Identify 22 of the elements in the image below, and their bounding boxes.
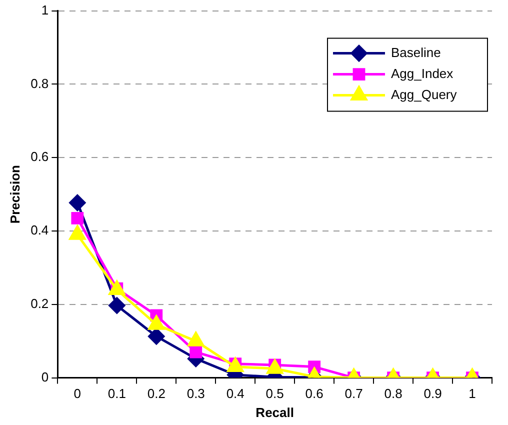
- x-tick-label: 0.1: [108, 386, 126, 402]
- y-tick-label: 1: [41, 2, 49, 18]
- y-tick-label: 0.4: [30, 222, 49, 238]
- x-tick-label: 0.6: [305, 386, 324, 402]
- y-tick-label: 0.2: [30, 296, 49, 311]
- x-tick-label: 1: [468, 386, 476, 402]
- x-tick-label: 0: [74, 386, 82, 402]
- y-tick-label: 0.6: [30, 149, 49, 164]
- y-tick-label: 0: [41, 369, 49, 384]
- legend-label: Baseline: [391, 44, 441, 60]
- x-tick-label: 0.3: [186, 386, 205, 402]
- x-tick-label: 0.9: [424, 386, 442, 402]
- x-tick-label: 0.2: [147, 386, 166, 402]
- x-tick-label: 0.8: [384, 386, 402, 402]
- legend-label: Agg_Index: [391, 66, 454, 81]
- y-axis-title: Precision: [7, 164, 22, 224]
- x-tick-label: 0.7: [344, 386, 363, 402]
- y-tick-label: 0.8: [30, 76, 49, 91]
- x-tick-label: 0.4: [226, 386, 244, 402]
- x-axis-title: Recall: [256, 404, 294, 420]
- legend-label: Agg_Query: [391, 86, 458, 102]
- x-tick-label: 0.5: [266, 386, 284, 402]
